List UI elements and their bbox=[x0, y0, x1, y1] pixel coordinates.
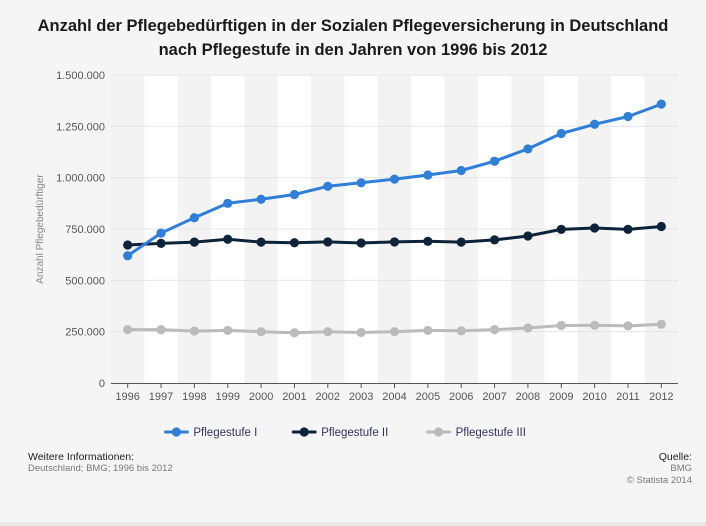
data-point bbox=[456, 237, 466, 247]
x-tick-label: 2010 bbox=[582, 391, 606, 403]
bottom-border bbox=[0, 522, 706, 526]
legend-marker bbox=[434, 427, 444, 437]
info-text: Deutschland; BMG; 1996 bis 2012 bbox=[28, 463, 173, 474]
data-point bbox=[323, 181, 333, 191]
data-point bbox=[623, 321, 633, 331]
y-tick-label: 500.000 bbox=[65, 275, 105, 287]
source-heading: Quelle: bbox=[658, 451, 692, 463]
y-tick-label: 1.000.000 bbox=[56, 173, 105, 185]
data-point bbox=[423, 236, 433, 246]
data-point bbox=[590, 119, 600, 129]
x-tick-label: 1996 bbox=[115, 391, 139, 403]
source-name: BMG bbox=[670, 463, 692, 474]
data-point bbox=[189, 237, 199, 247]
x-tick-label: 1998 bbox=[182, 391, 206, 403]
data-point bbox=[623, 111, 633, 122]
y-tick-label: 0 bbox=[99, 378, 105, 390]
data-point bbox=[256, 237, 266, 247]
data-point bbox=[156, 325, 166, 335]
x-tick-label: 2006 bbox=[449, 391, 473, 403]
x-tick-label: 2000 bbox=[249, 391, 273, 403]
data-point bbox=[289, 328, 300, 338]
info-heading: Weitere Informationen: bbox=[28, 451, 135, 463]
data-point bbox=[423, 170, 433, 180]
data-point bbox=[223, 325, 233, 336]
data-point bbox=[289, 189, 300, 200]
x-tick-label: 2012 bbox=[649, 391, 673, 403]
data-point bbox=[556, 128, 566, 139]
x-tick-label: 2002 bbox=[316, 391, 340, 403]
y-axis-title: Anzahl Pflegebedürftiger bbox=[35, 174, 46, 284]
y-tick-label: 1.250.000 bbox=[56, 121, 105, 133]
data-point bbox=[556, 224, 566, 235]
legend-label: Pflegestufe III bbox=[456, 427, 526, 439]
legend-marker bbox=[171, 427, 181, 437]
data-point bbox=[123, 240, 133, 250]
y-tick-label: 750.000 bbox=[65, 224, 105, 236]
data-point bbox=[389, 174, 400, 184]
data-point bbox=[256, 327, 266, 337]
x-tick-label: 2007 bbox=[482, 391, 506, 403]
data-point bbox=[189, 213, 199, 223]
copyright-text: © Statista 2014 bbox=[626, 475, 692, 486]
data-point bbox=[156, 238, 166, 248]
data-point bbox=[489, 156, 500, 166]
legend-label: Pflegestufe II bbox=[321, 427, 388, 439]
data-point bbox=[389, 237, 400, 247]
data-point bbox=[456, 326, 466, 336]
data-point bbox=[323, 237, 333, 247]
data-point bbox=[489, 325, 500, 335]
x-tick-label: 2009 bbox=[549, 391, 573, 403]
line-chart: 0 250.000 500.000 750.000 1.000.000 1.250.000… bbox=[35, 70, 678, 439]
data-point bbox=[323, 327, 333, 337]
chart-title-line-1: Anzahl der Pflegebedürftigen in der Sozi… bbox=[37, 17, 669, 35]
x-tick-label: 2011 bbox=[616, 391, 640, 403]
data-point bbox=[389, 327, 400, 337]
further-information: Weitere Informationen: Deutschland; BMG;… bbox=[28, 451, 173, 475]
x-tick-label: 2003 bbox=[349, 391, 373, 403]
chart-title-line-2: nach Pflegestufe in den Jahren von 1996 … bbox=[158, 41, 548, 59]
data-point bbox=[590, 320, 600, 330]
data-point bbox=[523, 144, 533, 154]
data-point bbox=[223, 198, 233, 208]
data-point bbox=[423, 325, 433, 336]
data-point bbox=[189, 326, 199, 336]
source-block: Quelle: BMG © Statista 2014 bbox=[627, 451, 692, 487]
x-tick-label: 2004 bbox=[382, 391, 406, 403]
data-point bbox=[523, 231, 533, 241]
data-point bbox=[656, 221, 666, 232]
x-tick-label: 1997 bbox=[149, 391, 173, 403]
data-point bbox=[489, 235, 500, 245]
data-point bbox=[289, 238, 300, 248]
x-tick-label: 2008 bbox=[516, 391, 540, 403]
data-point bbox=[356, 178, 366, 188]
data-point bbox=[356, 238, 366, 248]
data-point bbox=[356, 327, 366, 338]
y-tick-label: 1.500.000 bbox=[56, 70, 105, 82]
data-point bbox=[556, 320, 566, 331]
data-point bbox=[123, 325, 133, 335]
data-point bbox=[656, 99, 666, 109]
x-tick-label: 2001 bbox=[282, 391, 306, 403]
data-point bbox=[656, 319, 666, 329]
data-point bbox=[456, 165, 466, 176]
x-tick-label: 2005 bbox=[416, 391, 440, 403]
data-point bbox=[590, 223, 600, 233]
chart-title: Anzahl der Pflegebedürftigen in der Sozi… bbox=[0, 14, 706, 62]
data-point bbox=[156, 228, 166, 238]
data-point bbox=[123, 251, 133, 261]
data-point bbox=[623, 224, 633, 235]
data-point bbox=[223, 234, 233, 244]
data-point bbox=[256, 194, 266, 204]
x-tick-label: 1999 bbox=[215, 391, 239, 403]
legend-label: Pflegestufe I bbox=[193, 427, 257, 439]
legend-marker bbox=[299, 427, 309, 437]
y-tick-label: 250.000 bbox=[65, 327, 105, 339]
data-point bbox=[523, 323, 533, 333]
